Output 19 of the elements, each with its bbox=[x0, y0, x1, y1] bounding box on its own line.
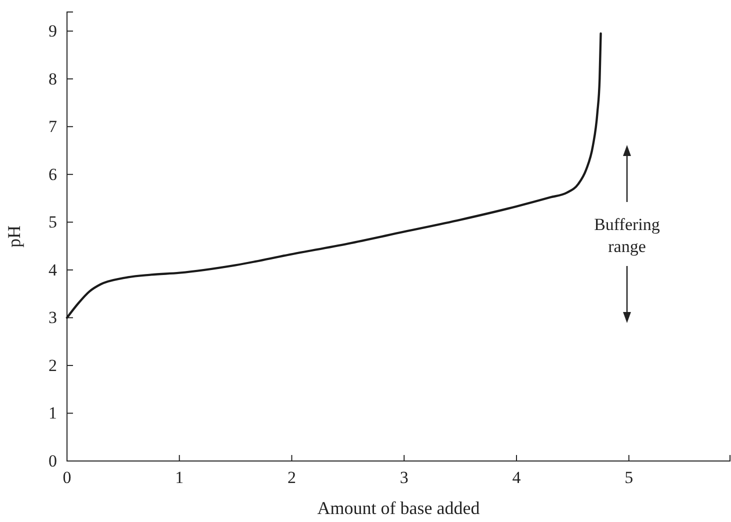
x-tick-label: 0 bbox=[62, 468, 72, 488]
x-tick-label: 2 bbox=[287, 468, 296, 488]
y-tick-label: 3 bbox=[48, 308, 57, 328]
y-tick-label: 1 bbox=[48, 404, 57, 423]
y-tick-label: 6 bbox=[48, 164, 57, 184]
y-tick-label: 5 bbox=[48, 212, 57, 232]
y-tick-label: 2 bbox=[48, 356, 57, 375]
y-tick-label: 7 bbox=[48, 117, 58, 136]
y-tick-label: 4 bbox=[48, 260, 58, 280]
y-tick-label: 0 bbox=[48, 451, 57, 470]
annotation: Buffering range bbox=[594, 215, 660, 256]
x-tick-label: 3 bbox=[400, 468, 408, 488]
x-tick-label: 5 bbox=[624, 468, 634, 488]
y-tick-label: 9 bbox=[48, 22, 57, 41]
x-tick-label: 1 bbox=[175, 468, 184, 488]
x-tick-label: 4 bbox=[512, 468, 522, 488]
x-axis-title: Amount of base added bbox=[317, 498, 480, 518]
y-tick-label: 8 bbox=[48, 69, 57, 88]
y-axis-title: pH bbox=[4, 226, 24, 248]
